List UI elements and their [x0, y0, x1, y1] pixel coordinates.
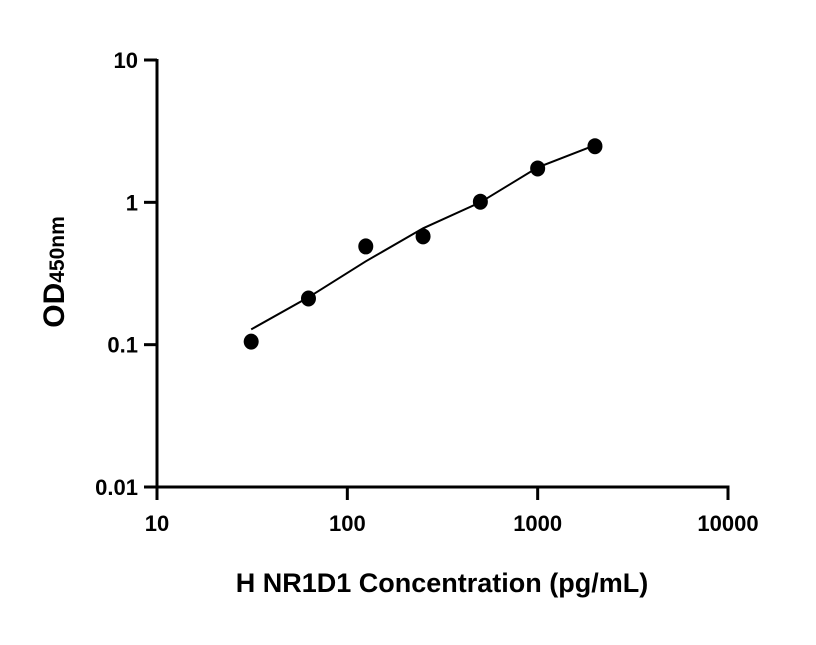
- data-point: [587, 138, 603, 155]
- y-axis-label-subscript: 450nm: [46, 216, 69, 283]
- y-tick-label: 10: [114, 48, 138, 73]
- x-tick-label: 10000: [697, 511, 758, 536]
- y-tick-label: 1: [126, 190, 138, 215]
- points-layer: [243, 138, 603, 350]
- data-point: [300, 290, 316, 307]
- y-tick-label: 0.1: [107, 333, 138, 358]
- y-axis-label-main: OD: [38, 283, 71, 328]
- x-tick-label: 1000: [513, 511, 562, 536]
- y-tick-label: 0.01: [95, 475, 138, 500]
- data-point: [530, 160, 546, 177]
- x-tick-label: 100: [329, 511, 366, 536]
- axes: 10 100 1000 10000 0.01 0.1 1 10: [95, 48, 758, 536]
- data-point: [472, 193, 488, 210]
- x-axis-label: H NR1D1 Concentration (pg/mL): [236, 568, 649, 598]
- x-tick-label: 10: [145, 511, 169, 536]
- data-point: [358, 238, 374, 255]
- data-point: [243, 333, 259, 350]
- data-point: [415, 228, 431, 245]
- y-axis-label: OD450nm: [38, 216, 71, 328]
